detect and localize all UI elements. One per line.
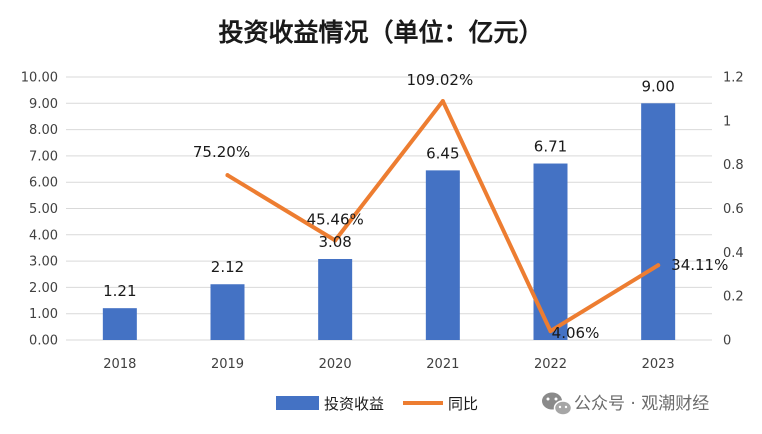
y-left-tick-label: 5.00 [29,202,58,217]
y-left-tick-label: 3.00 [29,255,58,270]
chart-title: 投资收益情况（单位：亿元） [218,18,543,47]
bar [641,103,676,340]
x-tick-label: 2021 [426,357,459,372]
y-right-tick-label: 0.6 [723,202,744,217]
x-tick-label: 2023 [642,357,675,372]
yoy-point [548,329,553,334]
y-left-tick-label: 6.00 [29,176,58,191]
y-right-tick-label: 0.8 [723,158,744,173]
yoy-point [656,263,661,268]
legend: 投资收益 同比 [276,395,478,413]
legend-label-line: 同比 [448,395,478,413]
bar-value-label: 9.00 [641,77,674,95]
x-tick-label: 2020 [319,357,352,372]
bar-value-label: 3.08 [318,233,351,251]
wechat-icon [542,392,573,416]
y-left-tick-label: 10.00 [21,71,58,86]
line-series [225,99,661,334]
legend-swatch-bar [276,396,319,410]
yoy-point [440,99,445,104]
y-left-tick-label: 9.00 [29,97,58,112]
data-labels: 1.21 2.12 3.08 6.45 6.71 9.00 75.20% 45.46% 109.… [103,71,728,342]
yoy-value-label: 109.02% [406,71,473,89]
bar-value-label: 2.12 [211,258,244,276]
y-right-tick-label: 0.4 [723,246,744,261]
y-right-tick-label: 0 [723,334,731,349]
bar-series [102,103,676,340]
bar-value-label: 1.21 [103,282,136,300]
left-axis: 0.00 1.00 2.00 3.00 4.00 5.00 6.00 7.00 8.00 9.00… [21,71,58,349]
bar [318,258,353,340]
bar [425,170,460,340]
x-tick-label: 2019 [211,357,244,372]
watermark: 公众号 · 观潮财经 [542,392,709,416]
yoy-value-label: 34.11% [671,256,728,274]
y-left-tick-label: 0.00 [29,334,58,349]
x-tick-label: 2018 [103,357,136,372]
grid-lines [66,76,712,341]
y-left-tick-label: 1.00 [29,307,58,322]
y-right-tick-label: 1 [723,114,731,129]
y-left-tick-label: 8.00 [29,123,58,138]
watermark-text: 公众号 · 观潮财经 [574,394,709,414]
x-tick-label: 2022 [534,357,567,372]
y-left-tick-label: 2.00 [29,281,58,296]
yoy-point [225,173,230,178]
y-right-tick-label: 1.2 [723,71,744,86]
yoy-point [333,238,338,243]
yoy-value-label: 4.06% [552,324,600,342]
yoy-value-label: 75.20% [193,143,250,161]
bar [210,284,245,340]
legend-label-bar: 投资收益 [324,395,384,413]
y-right-tick-label: 0.2 [723,290,744,305]
y-left-tick-label: 4.00 [29,228,58,243]
right-axis: 0 0.2 0.4 0.6 0.8 1 1.2 [723,71,744,349]
x-axis: 2018 2019 2020 2021 2022 2023 [103,357,674,372]
bar [533,163,568,340]
bar-value-label: 6.45 [426,144,459,162]
bar-value-label: 6.71 [534,138,567,156]
yoy-value-label: 45.46% [307,210,364,228]
bar [102,308,137,340]
y-left-tick-label: 7.00 [29,149,58,164]
